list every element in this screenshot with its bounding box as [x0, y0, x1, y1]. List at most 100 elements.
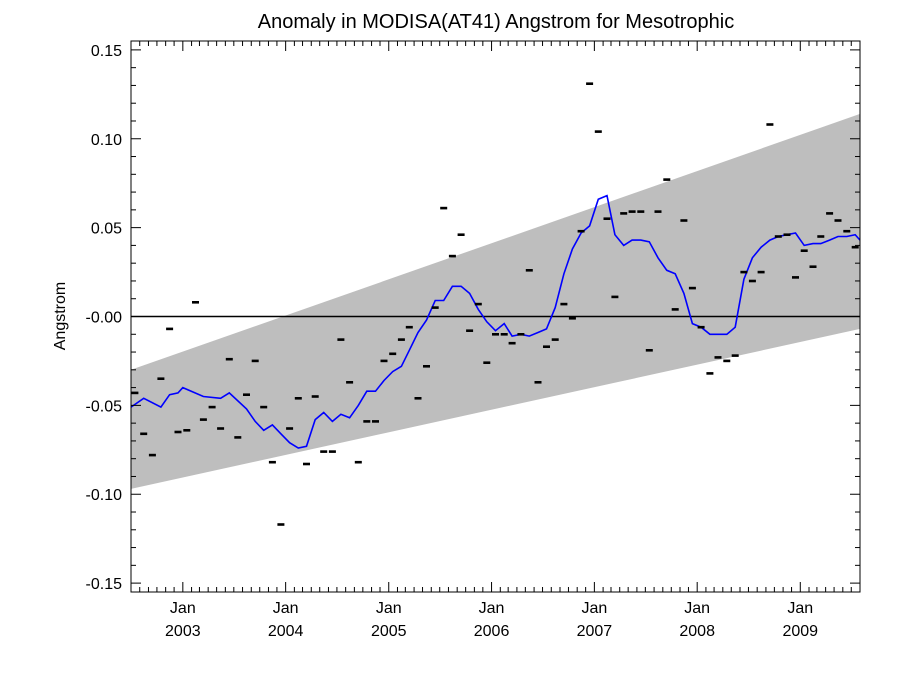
- scatter-point: [183, 429, 191, 432]
- x-tick-label-month: Jan: [273, 600, 299, 617]
- scatter-point: [792, 276, 799, 279]
- scatter-point: [131, 391, 139, 395]
- scatter-point: [817, 235, 825, 238]
- smoothed-series-line: [130, 194, 861, 449]
- scatter-point: [543, 345, 550, 348]
- scatter-point: [466, 329, 474, 332]
- scatter-point: [654, 210, 662, 213]
- scatter-point: [637, 210, 645, 213]
- scatter-point: [517, 333, 525, 336]
- scatter-point: [586, 82, 594, 85]
- scatter-point: [174, 430, 182, 434]
- scatter-point: [688, 286, 696, 290]
- scatter-point: [217, 427, 225, 430]
- y-tick-label: 0.15: [91, 43, 122, 60]
- scatter-point: [260, 405, 268, 409]
- scatter-point: [423, 365, 430, 368]
- x-tick-label-month: Jan: [581, 600, 607, 617]
- scatter-point: [251, 359, 259, 363]
- scatter-point: [414, 397, 422, 400]
- scatter-point: [697, 325, 705, 329]
- scatter-point: [611, 295, 619, 299]
- scatter-point: [783, 233, 791, 236]
- scatter-point: [474, 302, 482, 306]
- chart-title: Anomaly in MODISA(AT41) Angstrom for Mes…: [258, 11, 734, 33]
- scatter-point: [663, 178, 671, 181]
- scatter-point: [389, 352, 397, 356]
- scatter-point: [225, 357, 233, 361]
- scatter-point: [603, 217, 611, 220]
- scatter-point: [731, 354, 739, 357]
- scatter-point: [234, 436, 242, 439]
- scatter-point: [748, 279, 756, 283]
- scatter-point: [671, 308, 679, 311]
- x-tick-label-year: 2008: [679, 623, 715, 640]
- scatter-point: [346, 381, 354, 384]
- scatter-point: [483, 361, 491, 364]
- scatter-point: [148, 453, 156, 457]
- x-tick-label-month: Jan: [170, 600, 196, 617]
- scatter-point: [560, 302, 568, 306]
- scatter-point: [834, 219, 842, 222]
- scatter-point: [157, 377, 165, 380]
- x-tick-label-year: 2007: [577, 623, 613, 640]
- scatter-point: [380, 359, 388, 363]
- scatter-point: [500, 333, 508, 336]
- scatter-point: [405, 325, 413, 329]
- scatter-point: [294, 397, 302, 400]
- scatter-point: [620, 212, 628, 215]
- tick-label-layer: -0.15 -0.10 -0.05 -0.00 0.05 0.10 0.15 Jan 2003 J…: [86, 43, 819, 640]
- confidence-band-layer: [131, 113, 860, 489]
- scatter-point: [766, 123, 774, 126]
- scatter-point: [277, 523, 285, 526]
- scatter-point: [363, 420, 371, 423]
- scatter-point: [492, 333, 499, 336]
- y-tick-label: 0.05: [91, 221, 122, 238]
- scatter-point: [714, 356, 722, 359]
- scatter-point: [628, 210, 636, 213]
- x-tick-label-year: 2004: [268, 623, 304, 640]
- scatter-point: [740, 270, 748, 274]
- x-tick-label-year: 2009: [782, 623, 818, 640]
- scatter-point: [680, 219, 688, 222]
- scatter-point: [594, 130, 602, 133]
- scatter-point: [809, 265, 817, 268]
- axes-layer: [130, 40, 861, 593]
- scatter-point: [192, 301, 199, 304]
- scatter-point: [268, 460, 276, 464]
- scatter-point: [525, 269, 533, 272]
- scatter-point: [431, 306, 439, 309]
- y-tick-label: -0.00: [86, 310, 123, 327]
- y-tick-label: 0.10: [91, 132, 122, 149]
- scatter-point: [311, 395, 319, 398]
- scatter-point: [303, 462, 310, 466]
- scatter-point: [208, 405, 216, 409]
- scatter-points-layer: [131, 82, 859, 526]
- x-tick-label-month: Jan: [479, 600, 505, 617]
- scatter-point: [372, 420, 379, 423]
- scatter-point: [337, 338, 345, 341]
- scatter-point: [568, 317, 576, 320]
- scatter-point: [397, 338, 405, 341]
- scatter-point: [843, 229, 851, 233]
- scatter-point: [851, 245, 859, 249]
- y-axis-label: Angstrom: [52, 282, 69, 350]
- x-tick-label-month: Jan: [376, 600, 402, 617]
- scatter-point: [706, 372, 714, 375]
- scatter-point: [140, 432, 148, 436]
- scatter-point: [577, 229, 585, 233]
- y-tick-label: -0.15: [86, 576, 123, 593]
- scatter-point: [320, 450, 328, 453]
- x-tick-label-year: 2005: [371, 623, 407, 640]
- scatter-point: [645, 349, 653, 352]
- scatter-point: [440, 206, 448, 210]
- scatter-point: [286, 427, 294, 430]
- scatter-point: [328, 450, 336, 453]
- y-tick-label: -0.05: [86, 398, 123, 415]
- x-tick-label-year: 2006: [474, 623, 510, 640]
- scatter-point: [448, 254, 456, 258]
- smoothed-line-layer: [130, 194, 861, 449]
- scatter-point: [826, 212, 834, 215]
- scatter-point: [534, 381, 542, 384]
